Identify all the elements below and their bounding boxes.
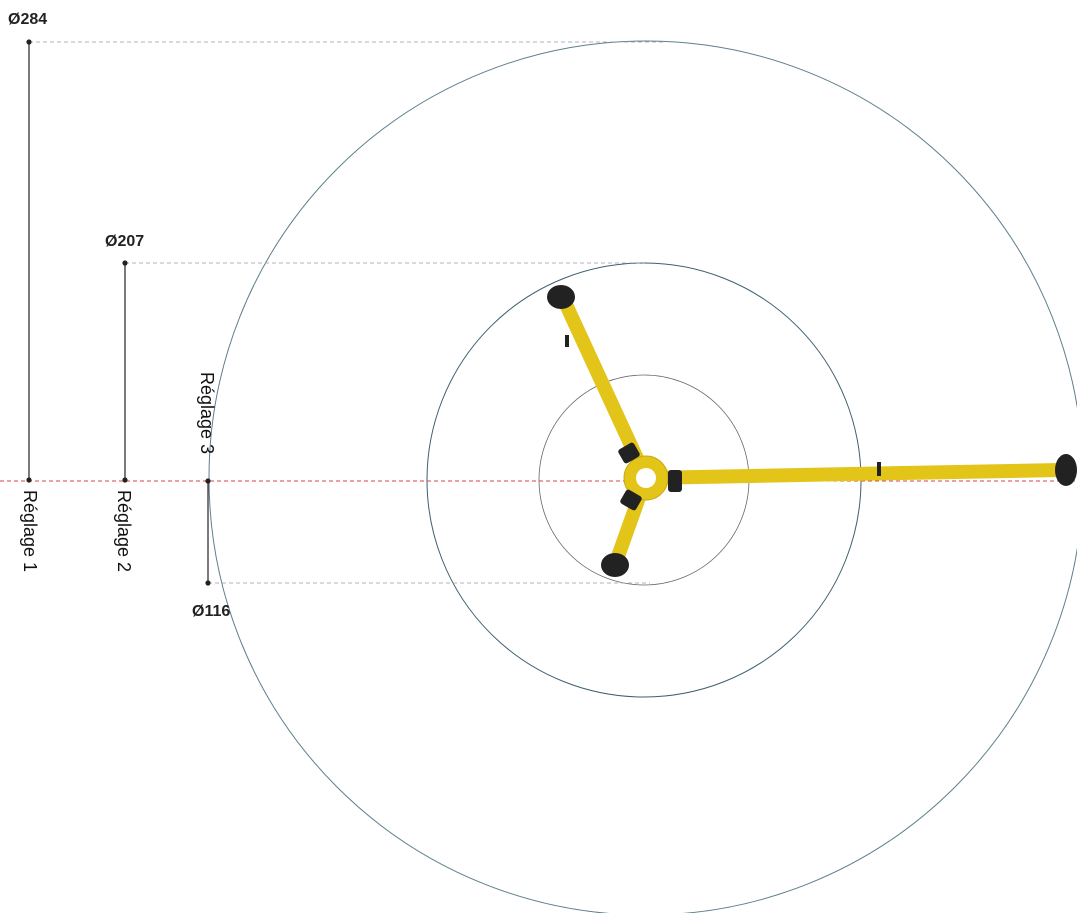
dimension-end [122,260,128,266]
wheel [547,285,575,309]
clamp [668,470,682,492]
circle-large [208,40,1077,913]
dimension-end [26,477,32,483]
dimension-end [205,580,211,586]
knob [565,335,569,347]
dimension-end [26,39,32,45]
knob [877,462,881,476]
setting-label: Réglage 2 [114,490,134,572]
tripod-hub-hole [636,468,656,488]
dimension-end [122,477,128,483]
dimension-end [205,478,211,484]
dimension-label: Ø284 [8,11,47,28]
clamp [620,489,642,511]
wheel [1055,454,1077,486]
setting-label: Réglage 3 [197,372,217,454]
setting-label: Réglage 1 [20,490,40,572]
clamp [618,442,640,464]
tripod-leg [639,463,1067,485]
tripod [547,285,1077,577]
wheel [601,553,629,577]
dimension-label: Ø116 [192,603,230,620]
dimension-label: Ø207 [105,233,144,250]
